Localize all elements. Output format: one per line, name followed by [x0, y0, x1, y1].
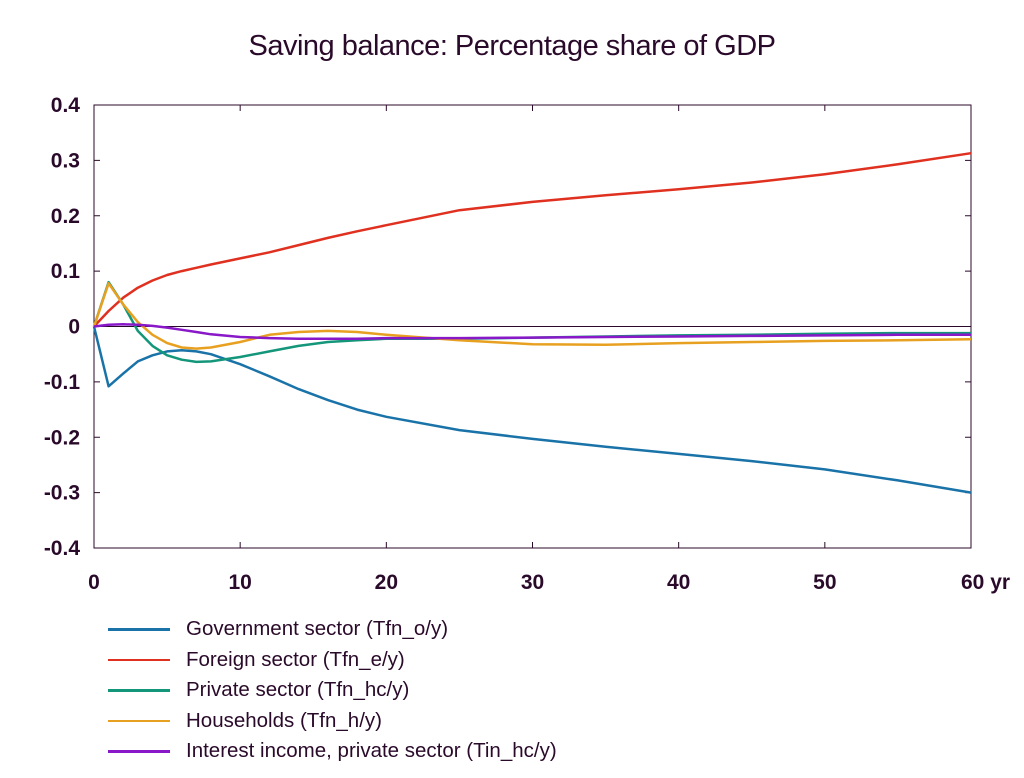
legend-label: Interest income, private sector (Tin_hc/…: [186, 739, 557, 763]
legend-swatch: [108, 719, 170, 722]
legend-label: Government sector (Tfn_o/y): [186, 617, 449, 641]
legend-label: Foreign sector (Tfn_e/y): [186, 647, 405, 671]
x-tick-label: 40: [667, 571, 690, 594]
x-tick-label: 0: [88, 571, 100, 594]
legend-item: Foreign sector (Tfn_e/y): [108, 645, 557, 676]
x-tick-label: 60 yr: [961, 571, 1010, 594]
series-line-3: [92, 282, 972, 350]
y-tick-label: 0.1: [51, 260, 81, 283]
x-tick-label: 50: [813, 571, 836, 594]
y-tick-label: 0: [68, 316, 80, 339]
series-line-0: [92, 326, 972, 494]
legend-swatch: [108, 628, 170, 631]
legend-item: Interest income, private sector (Tin_hc/…: [108, 736, 557, 767]
legend: Government sector (Tfn_o/y) Foreign secto…: [108, 614, 557, 767]
legend-item: Government sector (Tfn_o/y): [108, 614, 557, 645]
legend-swatch: [108, 750, 170, 753]
y-tick-label: -0.4: [44, 537, 81, 560]
legend-label: Private sector (Tfn_hc/y): [186, 678, 410, 702]
x-tick-label: 10: [228, 571, 251, 594]
series-line-1: [93, 151, 972, 328]
legend-label: Households (Tfn_h/y): [186, 708, 382, 732]
x-tick-label: 30: [521, 571, 544, 594]
legend-swatch: [108, 658, 170, 661]
legend-item: Households (Tfn_h/y): [108, 706, 557, 737]
y-tick-label: 0.4: [51, 94, 81, 117]
y-tick-label: 0.2: [51, 205, 80, 228]
y-tick-label: -0.3: [44, 482, 80, 505]
series-line-2: [92, 280, 971, 364]
y-tick-label: -0.2: [44, 426, 80, 449]
x-tick-label: 20: [375, 571, 398, 594]
legend-swatch: [108, 689, 170, 692]
y-tick-label: -0.1: [44, 371, 81, 394]
legend-item: Private sector (Tfn_hc/y): [108, 675, 557, 706]
series-line-4: [93, 323, 971, 340]
y-tick-label: 0.3: [51, 149, 80, 172]
chart-title: Saving balance: Percentage share of GDP: [248, 30, 777, 62]
